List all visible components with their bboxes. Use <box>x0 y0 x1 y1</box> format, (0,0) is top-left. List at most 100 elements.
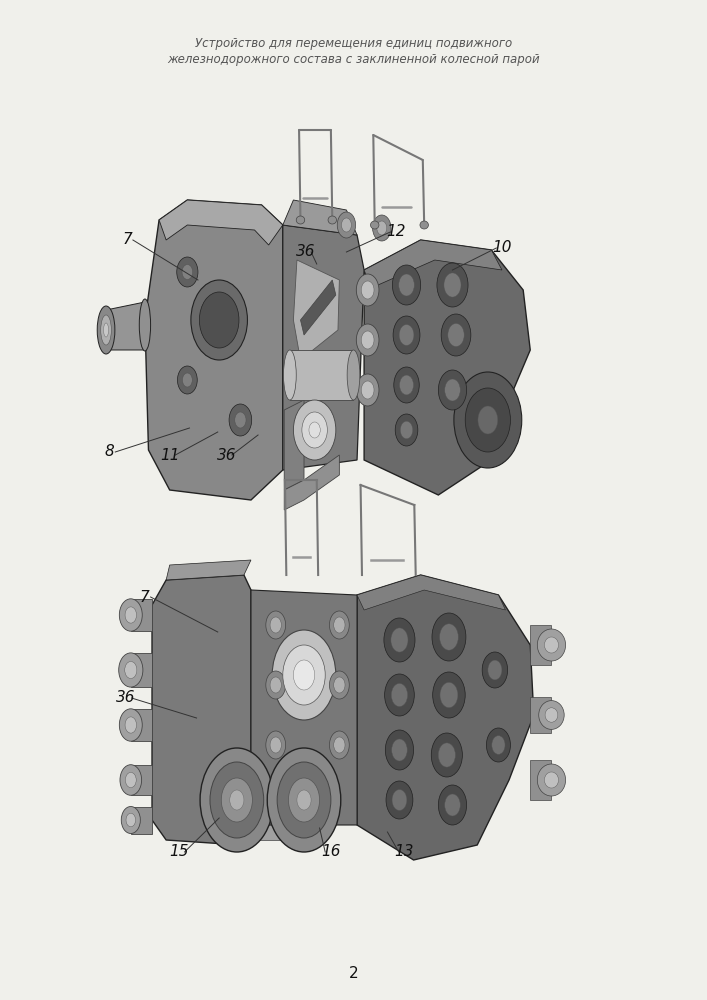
Text: железнодорожного состава с заклиненной колесной парой: железнодорожного состава с заклиненной к… <box>167 53 540 66</box>
Circle shape <box>177 257 198 287</box>
Polygon shape <box>284 400 304 490</box>
Circle shape <box>266 671 286 699</box>
Circle shape <box>361 331 374 349</box>
Circle shape <box>329 731 349 759</box>
Polygon shape <box>131 653 152 687</box>
Ellipse shape <box>544 772 559 788</box>
Ellipse shape <box>537 629 566 661</box>
Text: Устройство для перемещения единиц подвижного: Устройство для перемещения единиц подвиж… <box>195 36 512 49</box>
Circle shape <box>356 274 379 306</box>
Polygon shape <box>283 225 364 470</box>
Polygon shape <box>284 455 339 510</box>
Polygon shape <box>152 575 251 845</box>
Polygon shape <box>145 200 283 500</box>
Text: 10: 10 <box>492 240 512 255</box>
Circle shape <box>392 739 407 761</box>
Text: 8: 8 <box>105 444 115 460</box>
Circle shape <box>438 370 467 410</box>
Circle shape <box>277 762 331 838</box>
Ellipse shape <box>420 221 428 229</box>
Ellipse shape <box>125 772 136 788</box>
Polygon shape <box>364 240 502 288</box>
Circle shape <box>392 265 421 305</box>
Circle shape <box>373 215 391 241</box>
Ellipse shape <box>539 701 564 729</box>
Circle shape <box>267 748 341 852</box>
Polygon shape <box>530 697 551 733</box>
Circle shape <box>392 790 407 810</box>
Circle shape <box>488 660 502 680</box>
Polygon shape <box>159 200 283 245</box>
Circle shape <box>465 388 510 452</box>
Text: 15: 15 <box>169 844 189 859</box>
Polygon shape <box>290 350 354 400</box>
Circle shape <box>444 273 461 297</box>
Polygon shape <box>166 560 251 580</box>
Ellipse shape <box>125 717 136 733</box>
Circle shape <box>395 414 418 446</box>
Ellipse shape <box>119 709 142 741</box>
Circle shape <box>445 794 460 816</box>
Circle shape <box>438 785 467 825</box>
Circle shape <box>384 618 415 662</box>
Circle shape <box>356 374 379 406</box>
Circle shape <box>438 743 455 767</box>
Circle shape <box>329 611 349 639</box>
Circle shape <box>266 731 286 759</box>
Circle shape <box>230 790 244 810</box>
Circle shape <box>437 263 468 307</box>
Text: 16: 16 <box>321 844 341 859</box>
Circle shape <box>182 264 192 279</box>
Text: 12: 12 <box>386 225 406 239</box>
Polygon shape <box>364 240 530 495</box>
Ellipse shape <box>370 221 379 229</box>
Circle shape <box>177 366 197 394</box>
Circle shape <box>399 325 414 345</box>
Ellipse shape <box>545 708 558 722</box>
Polygon shape <box>293 260 339 360</box>
Circle shape <box>454 372 522 468</box>
Ellipse shape <box>296 216 305 224</box>
Ellipse shape <box>119 653 143 687</box>
Ellipse shape <box>100 315 111 345</box>
Ellipse shape <box>120 765 141 795</box>
Circle shape <box>385 730 414 770</box>
Text: 7: 7 <box>140 589 150 604</box>
Circle shape <box>235 412 246 428</box>
Circle shape <box>329 671 349 699</box>
Circle shape <box>266 611 286 639</box>
Circle shape <box>448 323 464 347</box>
Circle shape <box>399 274 414 296</box>
Ellipse shape <box>347 350 360 400</box>
Circle shape <box>334 737 345 753</box>
Polygon shape <box>131 765 152 795</box>
Ellipse shape <box>119 599 142 631</box>
Text: 11: 11 <box>160 448 180 462</box>
Polygon shape <box>106 302 145 350</box>
Circle shape <box>394 367 419 403</box>
Circle shape <box>182 373 192 387</box>
Circle shape <box>270 737 281 753</box>
Ellipse shape <box>537 764 566 796</box>
Ellipse shape <box>124 661 137 679</box>
Ellipse shape <box>328 216 337 224</box>
Circle shape <box>391 683 408 707</box>
Circle shape <box>200 748 274 852</box>
Ellipse shape <box>544 637 559 653</box>
Ellipse shape <box>284 350 296 400</box>
Circle shape <box>356 324 379 356</box>
Circle shape <box>486 728 510 762</box>
Circle shape <box>191 280 247 360</box>
Circle shape <box>400 421 413 439</box>
Polygon shape <box>357 575 506 610</box>
Ellipse shape <box>121 806 140 834</box>
Ellipse shape <box>125 607 136 623</box>
Circle shape <box>270 617 281 633</box>
Ellipse shape <box>103 323 108 337</box>
Polygon shape <box>131 599 152 631</box>
Polygon shape <box>283 200 357 235</box>
Circle shape <box>377 221 387 235</box>
Polygon shape <box>530 625 551 665</box>
Ellipse shape <box>126 813 136 827</box>
Circle shape <box>309 422 320 438</box>
